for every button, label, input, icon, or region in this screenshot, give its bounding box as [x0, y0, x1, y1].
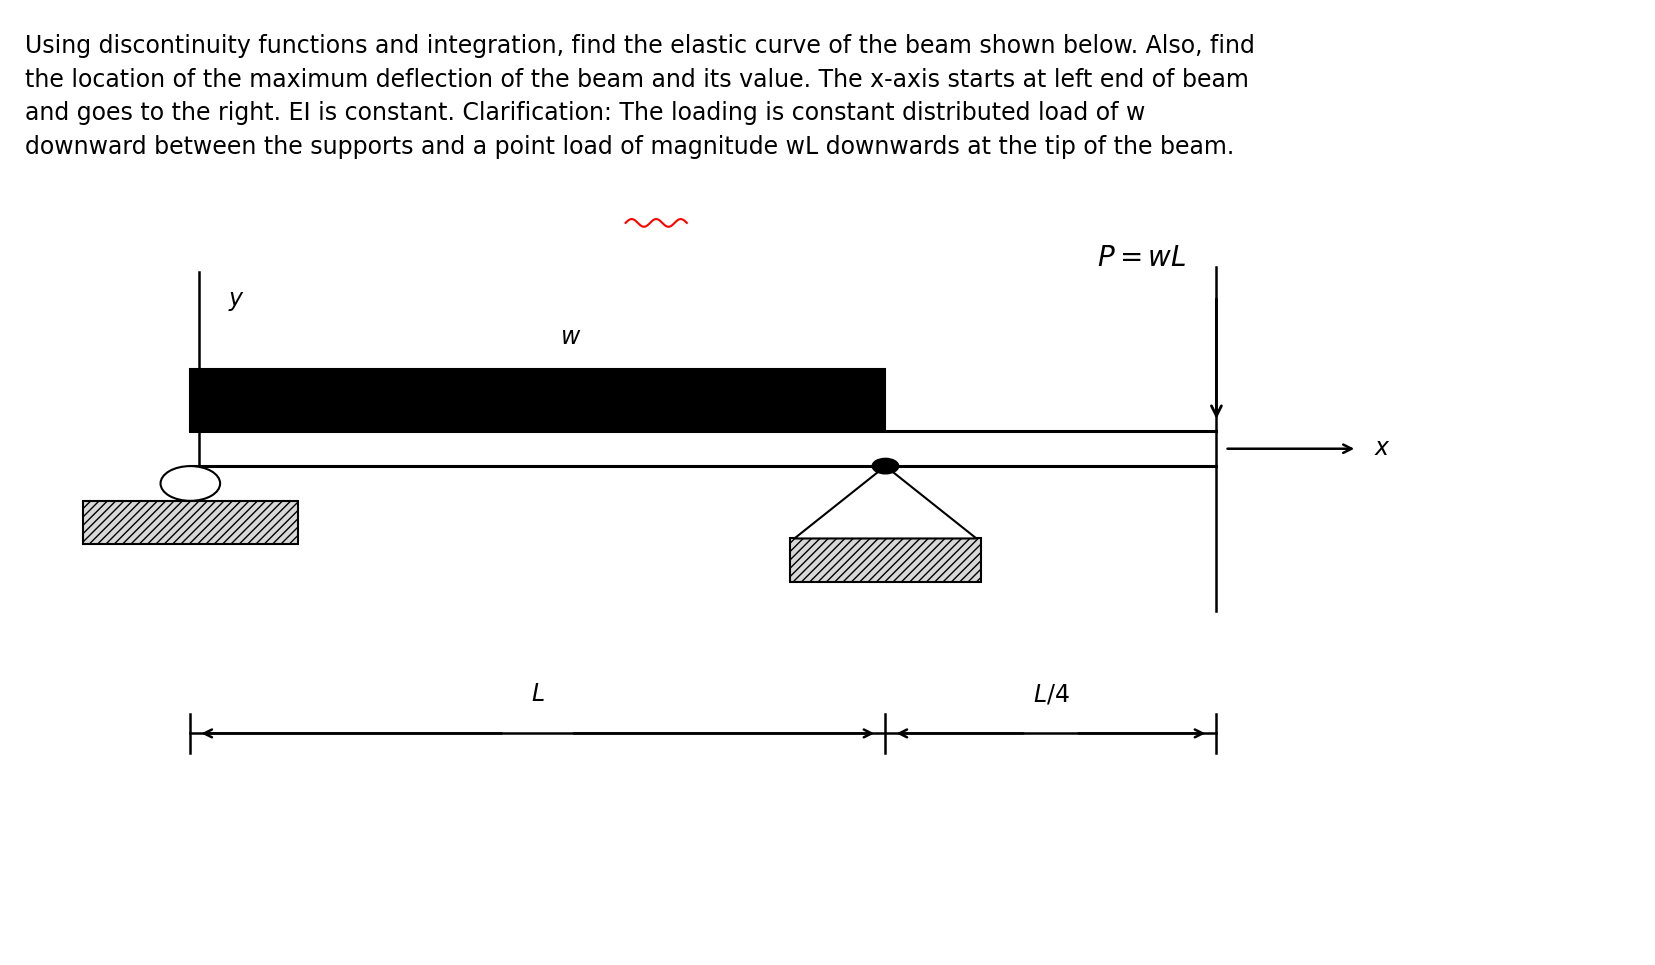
Text: $x$: $x$	[1374, 437, 1390, 460]
Text: and goes to the right. EI is constant. Clarification: The loading is constant di: and goes to the right. EI is constant. C…	[25, 101, 1145, 125]
Polygon shape	[794, 466, 976, 538]
Bar	[83, 501, 298, 544]
Circle shape	[872, 458, 899, 474]
Text: the location of the maximum deflection of the beam and its value. The x-axis sta: the location of the maximum deflection o…	[25, 68, 1250, 92]
Bar	[190, 369, 885, 431]
Circle shape	[161, 466, 220, 501]
Text: downward between the supports and a point load of magnitude wL downwards at the : downward between the supports and a poin…	[25, 135, 1235, 159]
Bar	[789, 538, 981, 582]
Text: $L/4$: $L/4$	[1033, 682, 1069, 706]
Text: $L$: $L$	[531, 683, 544, 706]
Text: $P = wL$: $P = wL$	[1097, 245, 1187, 272]
Text: $w$: $w$	[561, 326, 581, 349]
Text: Using discontinuity functions and integration, find the elastic curve of the bea: Using discontinuity functions and integr…	[25, 34, 1254, 58]
Text: $y$: $y$	[228, 290, 245, 313]
